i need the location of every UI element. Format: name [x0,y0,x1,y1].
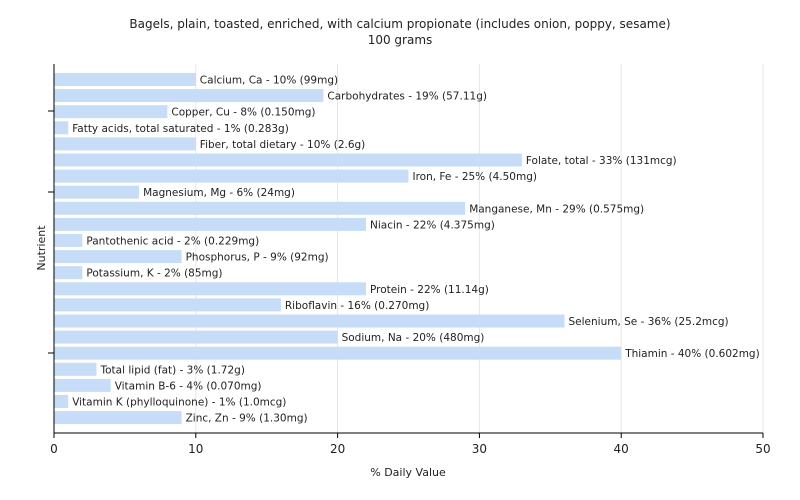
axes [48,64,763,434]
bar [54,121,69,135]
chart-title: Bagels, plain, toasted, enriched, with c… [129,17,670,31]
bar [54,411,182,425]
bar-data-label: Thiamin - 40% (0.602mg) [624,348,760,360]
bar [54,346,622,360]
x-tick-label: 30 [472,442,487,456]
bar-data-label: Niacin - 22% (4.375mg) [370,219,495,231]
x-tick-label: 10 [188,442,203,456]
bar [54,266,83,280]
x-tick-label: 40 [614,442,629,456]
bar [54,137,196,151]
bar-data-label: Total lipid (fat) - 3% (1.72g) [100,364,245,376]
grid-lines [195,64,764,433]
bar [54,395,69,408]
bar-data-label: Magnesium, Mg - 6% (24mg) [143,187,295,199]
bar [54,330,338,344]
bar-data-label: Riboflavin - 16% (0.270mg) [285,300,429,312]
bar [54,378,111,392]
bar-data-label: Protein - 22% (11.14g) [370,284,489,296]
bar-data-label: Carbohydrates - 19% (57.11g) [327,91,487,103]
bar [54,105,168,119]
bar-data-label: Pantothenic acid - 2% (0.229mg) [86,236,259,248]
x-tick-label: 0 [50,442,58,456]
bar [54,234,83,247]
bar-data-label: Selenium, Se - 36% (25.2mcg) [569,316,729,328]
x-tick-label: 20 [330,442,345,456]
bar [54,169,409,183]
bar-data-label: Fiber, total dietary - 10% (2.6g) [200,139,365,151]
x-tick-label: 50 [755,442,770,456]
bar-data-label: Phosphorus, P - 9% (92mg) [186,252,329,264]
bar-data-label: Fatty acids, total saturated - 1% (0.283… [72,123,289,135]
x-ticks: 0 10 20 30 40 50 [50,433,771,456]
bar [54,201,466,215]
bar-data-label: Calcium, Ca - 10% (99mg) [200,75,338,87]
bar-data-label: Sodium, Na - 20% (480mg) [342,332,485,344]
bars: Calcium, Ca - 10% (99mg) Carbohydrates - … [54,73,760,425]
bar [54,314,565,328]
bar-data-label: Vitamin K (phylloquinone) - 1% (1.0mcg) [72,397,286,409]
bar [54,282,366,296]
bar [54,153,522,167]
chart-subtitle: 100 grams [368,33,433,47]
bar [54,362,97,376]
bar [54,185,140,199]
bar-data-label: Copper, Cu - 8% (0.150mg) [171,107,315,119]
x-axis-label: % Daily Value [370,466,446,479]
bar [54,250,182,264]
bar [54,217,366,231]
y-axis-label: Nutrient [35,225,48,271]
bar-data-label: Iron, Fe - 25% (4.50mg) [413,171,537,183]
bar-data-label: Zinc, Zn - 9% (1.30mg) [186,413,308,425]
bar-data-label: Manganese, Mn - 29% (0.575mg) [469,203,644,215]
bar [54,89,324,103]
bar [54,298,281,312]
bar [54,73,196,86]
bar-data-label: Folate, total - 33% (131mcg) [526,155,677,167]
bar-data-label: Vitamin B-6 - 4% (0.070mg) [115,380,262,392]
bar-data-label: Potassium, K - 2% (85mg) [86,268,222,280]
